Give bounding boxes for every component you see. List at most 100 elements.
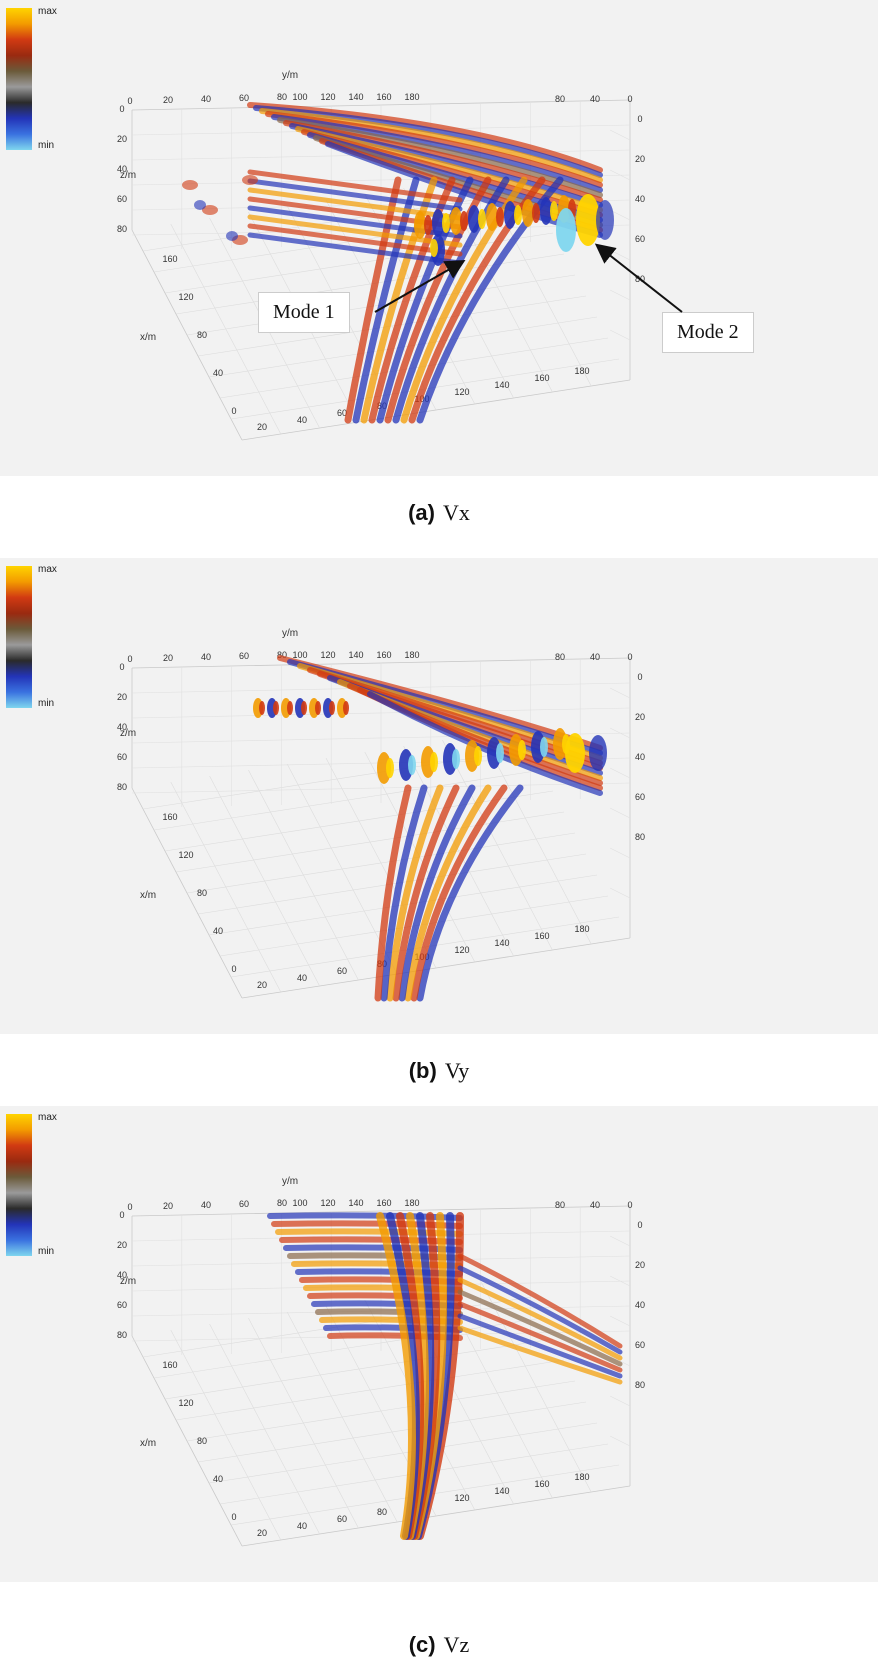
tick-label: 120 xyxy=(178,850,193,860)
colorbar-max-label: max xyxy=(38,564,57,575)
wavefield-band xyxy=(410,784,508,1002)
tick-label: 80 xyxy=(277,92,287,102)
tick-label: 0 xyxy=(627,652,632,662)
tick-label: 80 xyxy=(555,94,565,104)
tick-label: 180 xyxy=(574,366,589,376)
tick-label: 100 xyxy=(292,1198,307,1208)
wavefield-blob xyxy=(377,752,391,784)
tick-label: 80 xyxy=(555,652,565,662)
wavefield-blob xyxy=(556,208,576,252)
colorbar xyxy=(6,1114,32,1256)
tick-label: 20 xyxy=(635,1260,645,1270)
wavefield-blob xyxy=(386,758,394,778)
tick-label: 80 xyxy=(197,330,207,340)
wavefield-blob xyxy=(202,205,218,215)
mode-1-label: Mode 1 xyxy=(258,292,350,333)
wavefield-blob xyxy=(565,733,585,773)
wavefield-band xyxy=(247,187,463,221)
axis-label-x: x/m xyxy=(140,332,156,343)
tick-label: 80 xyxy=(277,650,287,660)
tick-label: 20 xyxy=(257,1528,267,1538)
tick-label: 20 xyxy=(117,692,127,702)
caption-letter: (c) xyxy=(408,1632,436,1657)
tick-label: 100 xyxy=(292,92,307,102)
wavefield-blob xyxy=(408,755,416,775)
colorbar-min-label: min xyxy=(38,140,55,151)
wavefield-band xyxy=(398,784,476,1002)
caption-a: (a) Vx xyxy=(0,500,878,526)
tick-label: 80 xyxy=(197,1436,207,1446)
wavefield-blob xyxy=(450,207,462,235)
tick-label: 0 xyxy=(127,96,132,106)
volume-plot-vz: 0 20 40 60 80 100 120 140 160 180 80 40 002040608002… xyxy=(117,1176,645,1547)
colorbar xyxy=(6,8,32,150)
tick-label: 180 xyxy=(404,92,419,102)
wavefield-blob xyxy=(589,735,607,771)
tick-label: 0 xyxy=(627,94,632,104)
wavefield-band xyxy=(457,1265,623,1355)
tick-label: 180 xyxy=(574,1472,589,1482)
wavefield-band xyxy=(380,784,428,1002)
wavefield-band xyxy=(404,784,492,1002)
wavefield-blob xyxy=(540,197,552,225)
tick-label: 40 xyxy=(297,973,307,983)
tick-label: 20 xyxy=(163,1201,173,1211)
tick-label: 180 xyxy=(404,650,419,660)
wavefield-blob xyxy=(496,207,504,227)
axis-label-x: x/m xyxy=(140,890,156,901)
wavefield-band xyxy=(386,784,444,1002)
wavefield-blob xyxy=(532,203,540,223)
axis-label-z: z/m xyxy=(120,728,136,739)
wavefield-blob xyxy=(273,701,279,715)
wavefield-blob xyxy=(487,737,501,769)
tick-label: 160 xyxy=(534,373,549,383)
tick-label: 20 xyxy=(117,134,127,144)
wavefield-blob xyxy=(531,731,545,763)
tick-label: 20 xyxy=(635,712,645,722)
wavefield-blob xyxy=(194,200,206,210)
tick-label: 140 xyxy=(348,1198,363,1208)
tick-label: 120 xyxy=(454,1493,469,1503)
wavefield-band xyxy=(416,784,524,1002)
tick-label: 20 xyxy=(117,1240,127,1250)
tick-label: 40 xyxy=(590,1200,600,1210)
wavefield-blob xyxy=(460,211,468,231)
wavefield-blob xyxy=(421,746,435,778)
wavefield-band xyxy=(259,108,603,183)
tick-label: 160 xyxy=(162,254,177,264)
tick-label: 60 xyxy=(337,1514,347,1524)
tick-label: 40 xyxy=(590,652,600,662)
panel-a: max min 0 20 40 60 80 100 120 140 160 180 80 40 0 0 20… xyxy=(0,0,878,476)
tick-label: 160 xyxy=(376,92,391,102)
wavefield-blob xyxy=(287,701,293,715)
tick-label: 60 xyxy=(337,966,347,976)
wavefield-blob xyxy=(465,740,479,772)
wavefield-blob xyxy=(329,701,335,715)
tick-label: 0 xyxy=(637,672,642,682)
tick-label: 80 xyxy=(277,1198,287,1208)
tick-label: 60 xyxy=(635,234,645,244)
tick-label: 160 xyxy=(534,1479,549,1489)
wavefield-band xyxy=(247,223,463,257)
tick-label: 160 xyxy=(376,1198,391,1208)
tick-label: 0 xyxy=(119,662,124,672)
wavefield-band xyxy=(374,784,412,1002)
wavefield-blob xyxy=(540,737,548,757)
tick-label: 40 xyxy=(201,1200,211,1210)
tick-label: 60 xyxy=(337,408,347,418)
colorbar-min-label: min xyxy=(38,1246,55,1257)
axis-label-y: y/m xyxy=(282,628,298,639)
tick-label: 160 xyxy=(376,650,391,660)
wavefield-band xyxy=(247,232,463,266)
tick-label: 60 xyxy=(239,93,249,103)
tick-label: 60 xyxy=(239,651,249,661)
tick-label: 120 xyxy=(320,650,335,660)
wavefield-band xyxy=(247,214,463,248)
tick-label: 140 xyxy=(348,92,363,102)
axes-box xyxy=(131,1205,631,1547)
wavefield-blob xyxy=(443,743,457,775)
tick-label: 80 xyxy=(635,1380,645,1390)
wavefield-blob xyxy=(430,239,438,257)
tick-label: 40 xyxy=(201,652,211,662)
tick-label: 160 xyxy=(162,812,177,822)
